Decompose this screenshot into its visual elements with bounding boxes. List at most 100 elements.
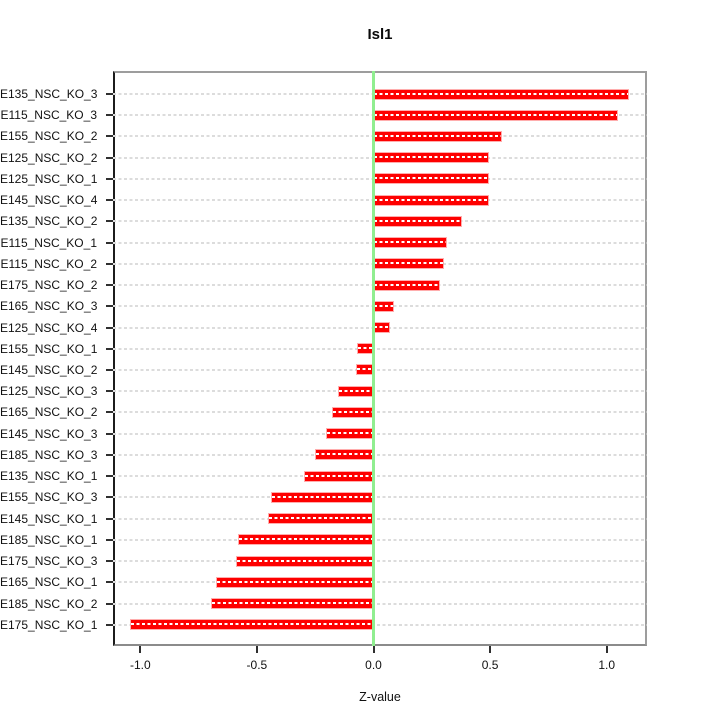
y-axis-tick: [106, 517, 113, 520]
y-axis-tick: [106, 199, 113, 202]
y-axis-label: E175_NSC_KO_1: [0, 617, 98, 632]
y-axis-label: E185_NSC_KO_1: [0, 532, 98, 547]
bar-E145_NSC_KO_1: [269, 514, 374, 524]
y-axis-tick: [106, 432, 113, 435]
bar-dash-pattern: [211, 602, 374, 605]
y-axis-label: E145_NSC_KO_1: [0, 511, 98, 526]
bar-dash-pattern: [239, 538, 374, 541]
bar-E175_NSC_KO_3: [236, 556, 374, 566]
bar-E185_NSC_KO_2: [211, 599, 374, 609]
y-axis-tick: [106, 156, 113, 159]
y-axis-tick: [106, 220, 113, 223]
y-axis-label: E165_NSC_KO_3: [0, 299, 98, 314]
bar-E135_NSC_KO_1: [304, 471, 374, 481]
bar-E185_NSC_KO_3: [315, 450, 374, 460]
y-axis-tick: [106, 284, 113, 287]
bar-dash-pattern: [373, 304, 393, 307]
y-axis-label: E145_NSC_KO_2: [0, 362, 98, 377]
bar-dash-pattern: [373, 156, 489, 159]
bar-dash-pattern: [356, 368, 374, 371]
x-axis-tick: [255, 646, 258, 653]
y-axis-label: E115_NSC_KO_1: [0, 235, 97, 250]
bar-dash-pattern: [373, 177, 489, 180]
y-axis-label: E155_NSC_KO_3: [0, 490, 98, 505]
grid-line: [113, 602, 647, 605]
y-axis-tick: [106, 623, 113, 626]
bar-dash-pattern: [373, 219, 461, 222]
grid-line: [113, 432, 647, 435]
chart-title: Isl1: [367, 26, 393, 43]
y-axis-tick: [106, 135, 113, 138]
bar-E155_NSC_KO_1: [358, 344, 374, 354]
grid-line: [113, 496, 647, 499]
y-axis-tick: [106, 241, 113, 244]
y-axis-tick: [106, 262, 113, 265]
bar-dash-pattern: [373, 262, 444, 265]
bar-dash-pattern: [339, 389, 374, 392]
bar-E115_NSC_KO_1: [373, 238, 447, 248]
grid-line: [113, 390, 647, 393]
x-axis-tick: [139, 646, 142, 653]
bar-E115_NSC_KO_2: [373, 259, 444, 269]
bar-E125_NSC_KO_4: [373, 323, 390, 333]
y-axis-tick: [106, 602, 113, 605]
x-axis-tick-label: 0.5: [481, 658, 499, 672]
bar-E185_NSC_KO_1: [239, 535, 374, 545]
y-axis-label: E135_NSC_KO_1: [0, 469, 98, 484]
y-axis-label: E115_NSC_KO_3: [0, 108, 97, 123]
y-axis-label: E115_NSC_KO_2: [0, 256, 97, 271]
y-axis-tick: [106, 560, 113, 563]
bar-E145_NSC_KO_2: [356, 365, 374, 375]
y-axis-tick: [106, 93, 113, 95]
bar-E165_NSC_KO_1: [216, 577, 374, 587]
bar-E135_NSC_KO_2: [373, 216, 461, 226]
y-axis-label: E185_NSC_KO_2: [0, 596, 98, 611]
grid-line: [113, 368, 647, 371]
bar-E155_NSC_KO_3: [272, 492, 374, 502]
y-axis-label: E155_NSC_KO_1: [0, 341, 98, 356]
y-axis-label: E125_NSC_KO_2: [0, 150, 98, 165]
y-axis-tick: [106, 368, 113, 371]
grid-line: [113, 517, 647, 520]
bar-E175_NSC_KO_1: [130, 620, 374, 630]
bar-E165_NSC_KO_3: [373, 301, 393, 311]
grid-line: [113, 347, 647, 350]
y-axis-tick: [106, 390, 113, 393]
bar-E165_NSC_KO_2: [333, 407, 374, 417]
grid-line: [113, 623, 647, 626]
x-axis-tick: [489, 646, 492, 653]
y-axis-label: E165_NSC_KO_1: [0, 575, 98, 590]
y-axis-label: E125_NSC_KO_3: [0, 384, 98, 399]
bar-dash-pattern: [373, 241, 447, 244]
grid-line: [113, 538, 647, 541]
bar-dash-pattern: [373, 134, 501, 137]
grid-line: [113, 560, 647, 563]
bar-dash-pattern: [327, 432, 374, 435]
y-axis-tick: [106, 177, 113, 180]
bar-dash-pattern: [358, 347, 374, 350]
y-axis-tick: [106, 453, 113, 456]
bar-dash-pattern: [272, 495, 374, 498]
x-axis-tick: [605, 646, 608, 653]
bar-dash-pattern: [130, 623, 374, 626]
bar-E125_NSC_KO_3: [339, 386, 374, 396]
x-axis-tick-label: -0.5: [246, 658, 268, 672]
y-axis-tick: [106, 538, 113, 541]
bar-E125_NSC_KO_2: [373, 153, 489, 163]
bar-dash-pattern: [373, 92, 629, 95]
bar-dash-pattern: [373, 326, 390, 329]
y-axis-label: E125_NSC_KO_1: [0, 171, 98, 186]
bar-dash-pattern: [269, 517, 374, 520]
y-axis-label: E165_NSC_KO_2: [0, 405, 98, 420]
grid-line: [113, 581, 647, 584]
bar-E145_NSC_KO_4: [373, 195, 488, 205]
zero-reference-line: [372, 71, 375, 646]
y-axis-label: E135_NSC_KO_2: [0, 214, 98, 229]
grid-line: [113, 453, 647, 456]
y-axis-label: E175_NSC_KO_2: [0, 278, 98, 293]
y-axis-tick: [106, 496, 113, 499]
bar-dash-pattern: [333, 410, 374, 413]
bar-dash-pattern: [373, 113, 618, 116]
bar-dash-pattern: [373, 198, 488, 201]
